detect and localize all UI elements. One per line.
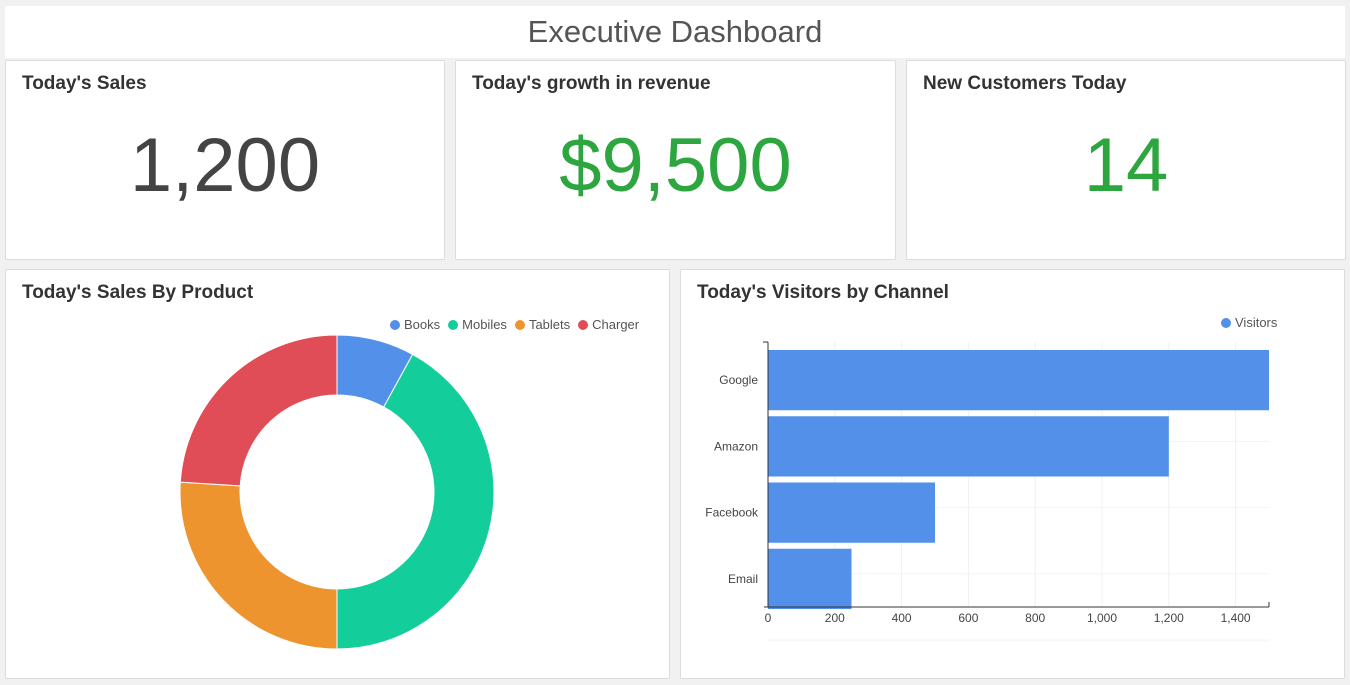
bar-google[interactable] — [768, 350, 1269, 411]
chart-title: Today's Sales By Product — [22, 282, 254, 303]
chart-legend: Visitors — [1221, 315, 1277, 330]
bar-facebook[interactable] — [768, 482, 935, 543]
sales-by-product-card: Today's Sales By Product Books Mobiles Tab… — [5, 269, 670, 679]
chart-legend: Books Mobiles Tablets Charger — [390, 317, 639, 332]
legend-swatch — [1221, 317, 1231, 328]
kpi-title: New Customers Today — [923, 73, 1127, 94]
y-tick-label: Facebook — [705, 506, 759, 520]
legend-label: Tablets — [528, 317, 571, 332]
x-tick-label: 600 — [958, 611, 978, 625]
legend-item-charger[interactable]: Charger — [578, 317, 639, 332]
kpi-card-sales: Today's Sales 1,200 — [5, 60, 445, 260]
x-tick-label: 1,000 — [1087, 611, 1117, 625]
legend-item-mobiles[interactable]: Mobiles — [448, 317, 507, 332]
x-tick-label: 0 — [765, 611, 772, 625]
page-title: Executive Dashboard — [527, 14, 823, 49]
kpi-value: $9,500 — [559, 123, 792, 208]
legend-swatch — [514, 319, 525, 330]
y-tick-label: Email — [728, 572, 758, 586]
chart-title: Today's Visitors by Channel — [697, 282, 949, 303]
donut-slice-tablets[interactable] — [179, 481, 338, 650]
x-tick-label: 800 — [1025, 611, 1045, 625]
legend-label: Books — [404, 317, 441, 332]
kpi-card-revenue-growth: Today's growth in revenue $9,500 — [455, 60, 896, 260]
donut-slice-mobiles[interactable] — [336, 353, 495, 650]
dashboard-header: Executive Dashboard — [5, 6, 1345, 58]
legend-swatch — [448, 319, 459, 330]
kpi-value: 1,200 — [129, 123, 321, 208]
bar-chart: Google Amazon Facebook Email 0 200 400 600 800 1,… — [705, 341, 1270, 641]
kpi-title: Today's growth in revenue — [472, 73, 711, 94]
donut-slice-charger[interactable] — [179, 334, 338, 487]
y-tick-label: Google — [719, 373, 758, 387]
legend-label: Mobiles — [462, 317, 507, 332]
bar-amazon[interactable] — [768, 416, 1169, 477]
kpi-title: Today's Sales — [22, 73, 147, 94]
donut-chart — [179, 334, 495, 650]
legend-label: Charger — [592, 317, 640, 332]
kpi-value: 14 — [1083, 123, 1169, 208]
legend-item-visitors[interactable]: Visitors — [1221, 315, 1277, 330]
legend-item-books[interactable]: Books — [390, 317, 440, 332]
kpi-card-new-customers: New Customers Today 14 — [906, 60, 1346, 260]
x-tick-label: 200 — [825, 611, 845, 625]
x-tick-label: 400 — [892, 611, 912, 625]
x-tick-label: 1,200 — [1154, 611, 1184, 625]
y-tick-label: Amazon — [714, 439, 758, 453]
bar-email[interactable] — [768, 548, 852, 609]
legend-label: Visitors — [1235, 315, 1278, 330]
legend-swatch — [578, 319, 589, 330]
legend-item-tablets[interactable]: Tablets — [514, 317, 571, 332]
x-tick-label: 1,400 — [1221, 611, 1251, 625]
legend-swatch — [390, 319, 400, 330]
visitors-by-channel-card: Today's Visitors by Channel Visitors Goo… — [680, 269, 1345, 679]
